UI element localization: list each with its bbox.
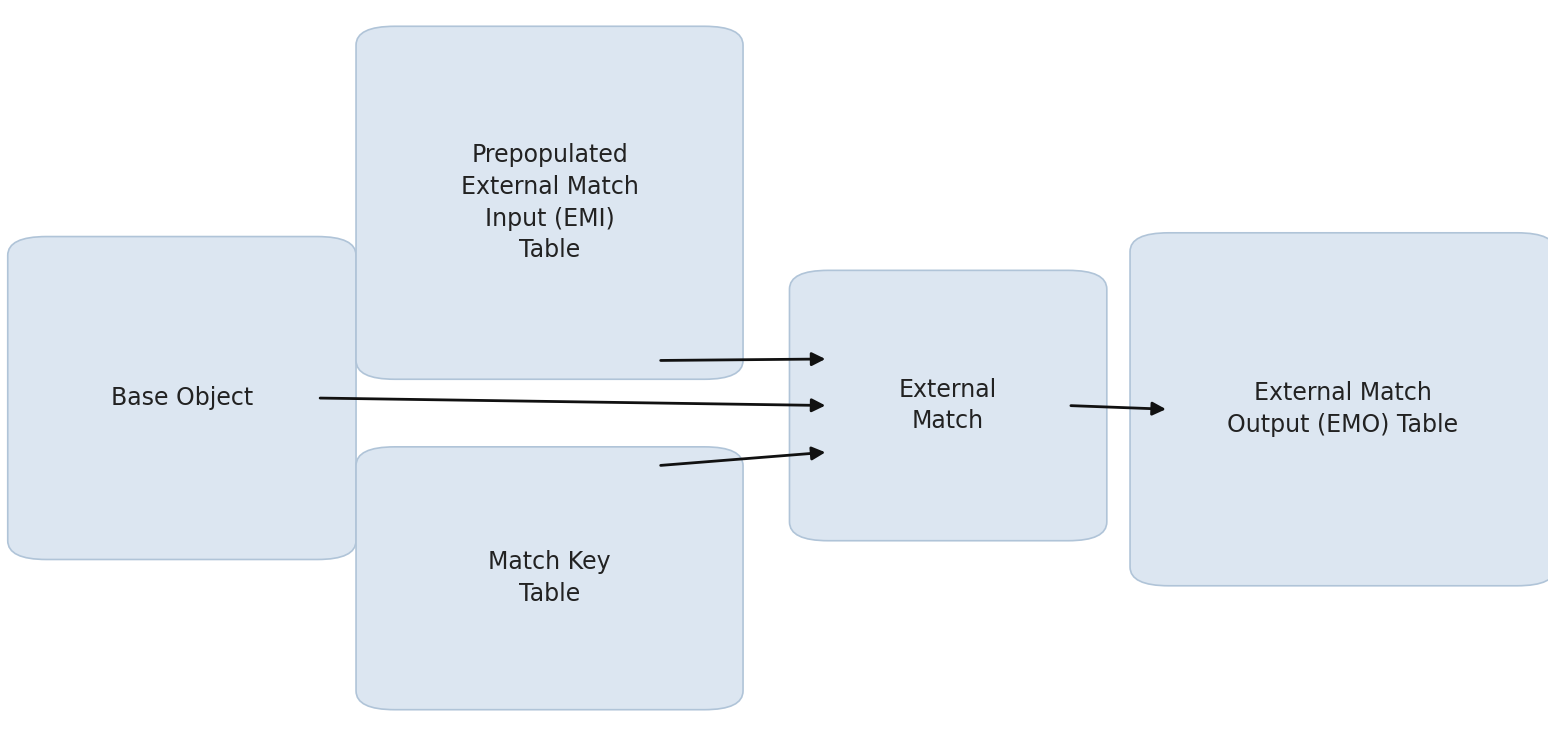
Text: Prepopulated
External Match
Input (EMI)
Table: Prepopulated External Match Input (EMI) … — [461, 143, 638, 262]
FancyBboxPatch shape — [8, 237, 356, 559]
FancyBboxPatch shape — [356, 447, 743, 710]
Text: Base Object: Base Object — [111, 386, 252, 410]
Text: Match Key
Table: Match Key Table — [488, 550, 611, 606]
FancyBboxPatch shape — [1130, 233, 1548, 586]
Text: External Match
Output (EMO) Table: External Match Output (EMO) Table — [1228, 382, 1458, 437]
FancyBboxPatch shape — [356, 26, 743, 379]
Text: External
Match: External Match — [899, 378, 997, 433]
FancyBboxPatch shape — [789, 270, 1107, 541]
